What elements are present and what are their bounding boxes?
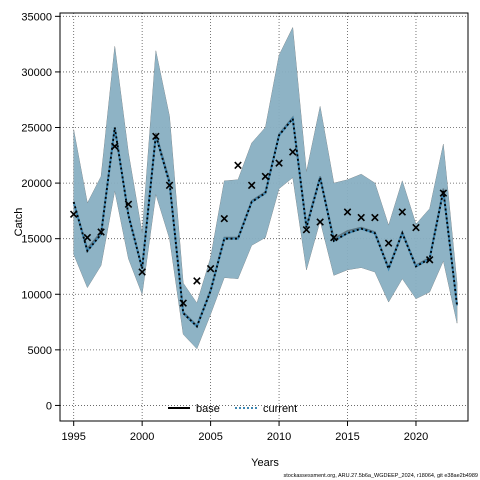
y-tick-label: 5000 — [28, 345, 52, 357]
observed-point — [69, 210, 78, 218]
legend-current-label: current — [263, 403, 297, 415]
y-tick-label: 25000 — [21, 123, 52, 135]
x-axis: 1995 2000 2005 2010 2015 2020 — [61, 421, 428, 443]
observed-markers — [69, 132, 448, 307]
y-tick-label: 10000 — [21, 289, 52, 301]
observed-point-stroke — [152, 132, 160, 141]
observed-point-stroke — [179, 299, 187, 307]
observed-point — [371, 213, 379, 222]
observed-point — [412, 223, 420, 232]
observed-point-stroke — [124, 200, 133, 208]
observed-point — [398, 208, 407, 216]
observed-point-stroke — [220, 214, 229, 223]
observed-point-stroke — [316, 218, 324, 226]
x-tick-label: 2020 — [404, 431, 428, 443]
observed-point — [124, 200, 133, 208]
current-series-line — [72, 116, 459, 329]
y-axis-label: Catch — [13, 208, 25, 237]
observed-point — [110, 142, 119, 151]
observed-point — [357, 213, 365, 222]
observed-point-stroke — [193, 277, 201, 285]
series-lines — [72, 115, 459, 329]
y-tick-label: 30000 — [21, 67, 52, 79]
observed-point — [302, 226, 311, 234]
observed-point — [288, 148, 297, 156]
y-axis: 0 5000 10000 15000 20000 25000 30000 35000 — [21, 11, 60, 412]
observed-point — [343, 208, 352, 216]
observed-point-stroke — [357, 213, 365, 222]
observed-point — [152, 132, 160, 141]
observed-point-stroke — [275, 159, 283, 167]
observed-point — [179, 299, 187, 307]
observed-point-stroke — [398, 208, 407, 216]
observed-point-stroke — [371, 213, 379, 222]
observed-point-stroke — [412, 223, 420, 232]
y-tick-label: 35000 — [21, 11, 52, 23]
observed-point-stroke — [302, 226, 311, 234]
observed-point-stroke — [425, 256, 434, 264]
observed-point — [439, 189, 448, 197]
footnote: stockassessment.org, ARU.27.5b6a_WGDEEP_… — [284, 473, 478, 479]
y-tick-label: 0 — [46, 400, 52, 412]
observed-point-stroke — [439, 189, 448, 197]
observed-point-stroke — [288, 148, 297, 156]
x-tick-label: 1995 — [61, 431, 85, 443]
observed-point-stroke — [83, 233, 92, 242]
observed-point — [275, 159, 283, 167]
observed-point-stroke — [261, 172, 270, 181]
x-tick-label: 2015 — [335, 431, 359, 443]
x-axis-label: Years — [251, 457, 279, 469]
x-tick-label: 2000 — [130, 431, 154, 443]
legend: base current — [168, 403, 297, 415]
observed-point-stroke — [330, 233, 338, 242]
observed-point — [193, 277, 201, 285]
observed-point-stroke — [97, 228, 105, 236]
confidence-bands — [73, 26, 458, 350]
observed-point-stroke — [138, 268, 146, 276]
legend-base-label: base — [196, 403, 220, 415]
observed-point — [330, 233, 338, 242]
observed-point-stroke — [247, 181, 256, 190]
observed-point — [220, 214, 229, 223]
x-tick-label: 2005 — [198, 431, 222, 443]
y-tick-label: 20000 — [21, 178, 52, 190]
observed-point — [425, 256, 434, 264]
observed-point — [384, 239, 393, 247]
observed-point-stroke — [384, 239, 393, 247]
observed-point — [247, 181, 256, 190]
observed-point-stroke — [234, 161, 242, 170]
plot-frame — [59, 12, 469, 422]
observed-point-stroke — [69, 210, 78, 218]
observed-point-stroke — [165, 181, 174, 190]
observed-point — [234, 161, 242, 170]
observed-point — [83, 233, 92, 242]
observed-point-stroke — [343, 208, 352, 216]
observed-point — [316, 218, 324, 226]
observed-point — [261, 172, 270, 181]
x-tick-label: 2010 — [267, 431, 291, 443]
observed-point-stroke — [110, 142, 119, 151]
observed-point — [206, 264, 215, 273]
observed-point — [97, 228, 105, 236]
current-confidence-band — [73, 27, 458, 349]
observed-point — [138, 268, 146, 276]
observed-point-stroke — [206, 264, 215, 273]
y-tick-label: 15000 — [21, 234, 52, 246]
observed-point — [165, 181, 174, 190]
